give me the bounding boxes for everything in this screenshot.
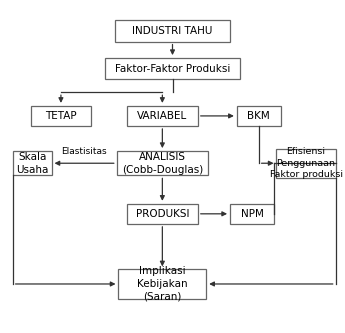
Text: TETAP: TETAP — [45, 111, 77, 121]
FancyBboxPatch shape — [117, 151, 208, 175]
Text: NPM: NPM — [240, 209, 263, 219]
FancyBboxPatch shape — [105, 58, 240, 79]
Text: PRODUKSI: PRODUKSI — [136, 209, 189, 219]
FancyBboxPatch shape — [127, 106, 198, 126]
FancyBboxPatch shape — [13, 152, 52, 175]
Text: ANALISIS
(Cobb-Douglas): ANALISIS (Cobb-Douglas) — [122, 152, 203, 174]
FancyBboxPatch shape — [237, 106, 281, 126]
FancyBboxPatch shape — [276, 149, 336, 178]
FancyBboxPatch shape — [127, 204, 198, 224]
FancyBboxPatch shape — [115, 20, 230, 42]
Text: BKM: BKM — [247, 111, 270, 121]
Text: INDUSTRI TAHU: INDUSTRI TAHU — [132, 26, 213, 36]
FancyBboxPatch shape — [230, 204, 274, 224]
Text: VARIABEL: VARIABEL — [137, 111, 187, 121]
Text: Elastisitas: Elastisitas — [61, 147, 107, 156]
Text: Faktor-Faktor Produksi: Faktor-Faktor Produksi — [115, 64, 230, 74]
FancyBboxPatch shape — [31, 106, 90, 126]
Text: Skala
Usaha: Skala Usaha — [16, 152, 48, 174]
Text: Efisiensi
Penggunaan
Faktor produksi: Efisiensi Penggunaan Faktor produksi — [269, 147, 343, 179]
Text: Implikasi
Kebijakan
(Saran): Implikasi Kebijakan (Saran) — [137, 266, 188, 302]
FancyBboxPatch shape — [118, 269, 206, 299]
